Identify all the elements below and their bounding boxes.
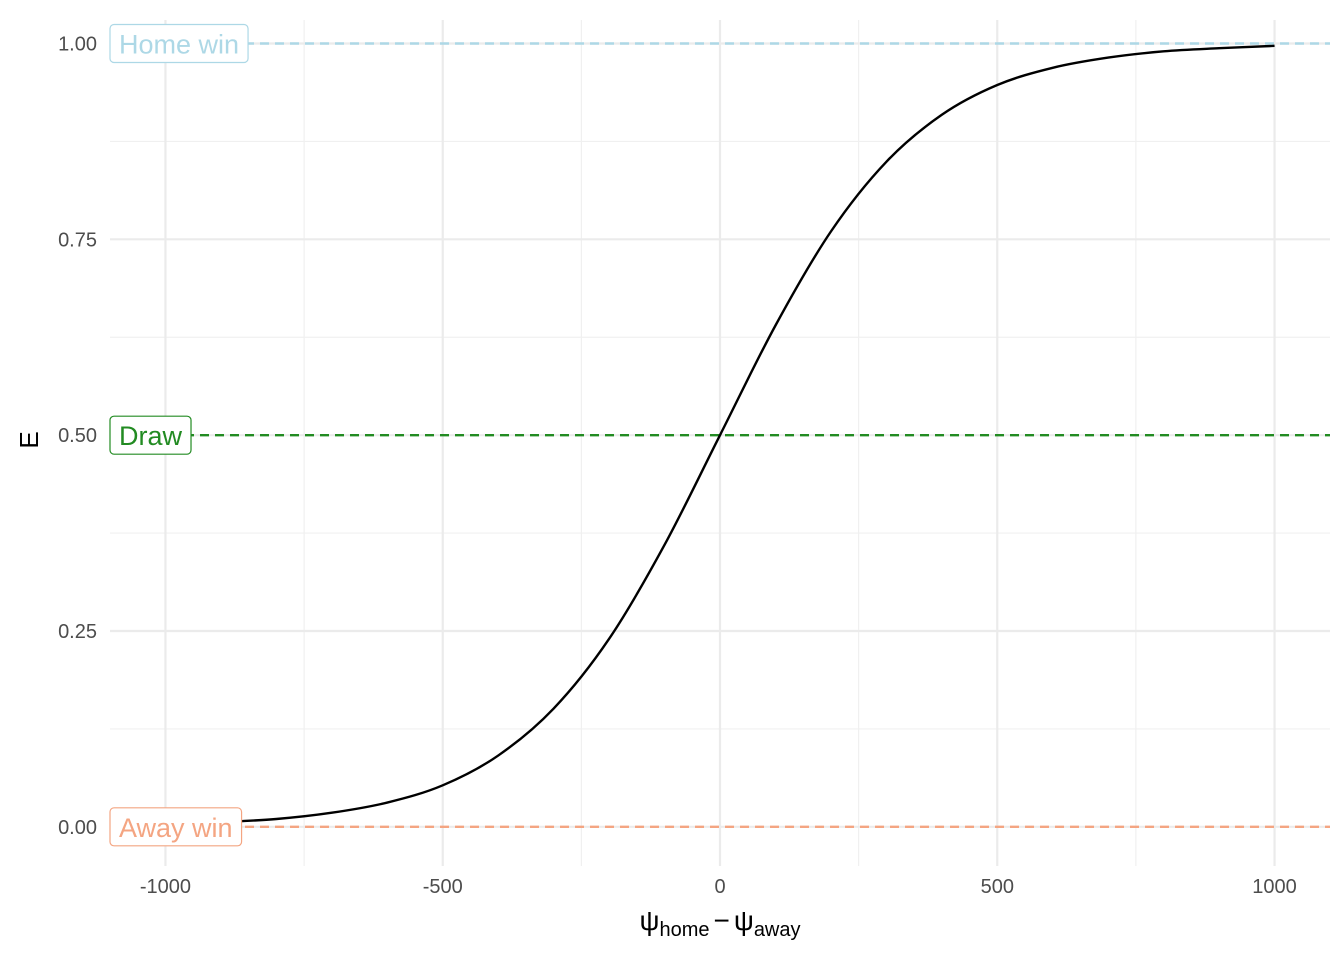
reference-label-box bbox=[109, 23, 249, 64]
y-tick-label: 0.25 bbox=[58, 621, 97, 643]
x-axis-title-psi-2: ψ bbox=[734, 905, 754, 936]
reference-label-home-win: Home win bbox=[109, 23, 249, 64]
major-gridlines bbox=[110, 20, 1330, 866]
reference-labels: Home win Draw Away win bbox=[109, 23, 249, 847]
reference-label-text: Home win bbox=[119, 30, 239, 60]
x-axis-title: ψhome − ψaway bbox=[639, 905, 800, 941]
reference-lines bbox=[110, 42, 1330, 829]
y-tick-label: 0.75 bbox=[58, 229, 97, 251]
x-axis-title-psi-1: ψ bbox=[639, 905, 659, 936]
y-axis-ticks: 0.00 0.25 0.50 0.75 1.00 bbox=[58, 34, 97, 839]
x-axis-title-sub-away: away bbox=[754, 919, 801, 941]
reference-label-draw: Draw bbox=[109, 415, 192, 455]
reference-label-text: Draw bbox=[119, 421, 183, 451]
y-axis-title: E bbox=[14, 431, 44, 448]
x-tick-label: 1000 bbox=[1252, 876, 1297, 898]
series-layer bbox=[165, 44, 1275, 826]
y-tick-label: 0.50 bbox=[58, 425, 97, 447]
x-tick-label: -500 bbox=[423, 876, 463, 898]
y-tick-label: 1.00 bbox=[58, 34, 97, 56]
reference-label-box bbox=[109, 415, 192, 455]
reference-label-box bbox=[109, 807, 243, 847]
x-tick-label: -1000 bbox=[140, 876, 191, 898]
x-axis-title-minus: − bbox=[713, 905, 729, 936]
x-axis-ticks: -1000 -500 0 500 1000 bbox=[140, 876, 1297, 898]
x-tick-label: 0 bbox=[714, 876, 725, 898]
x-axis-title-sub-home: home bbox=[659, 919, 709, 941]
series-line bbox=[165, 44, 1275, 826]
y-tick-label: 0.00 bbox=[58, 817, 97, 839]
x-tick-label: 500 bbox=[981, 876, 1014, 898]
reference-label-text: Away win bbox=[119, 813, 233, 843]
reference-label-away-win: Away win bbox=[109, 807, 243, 847]
